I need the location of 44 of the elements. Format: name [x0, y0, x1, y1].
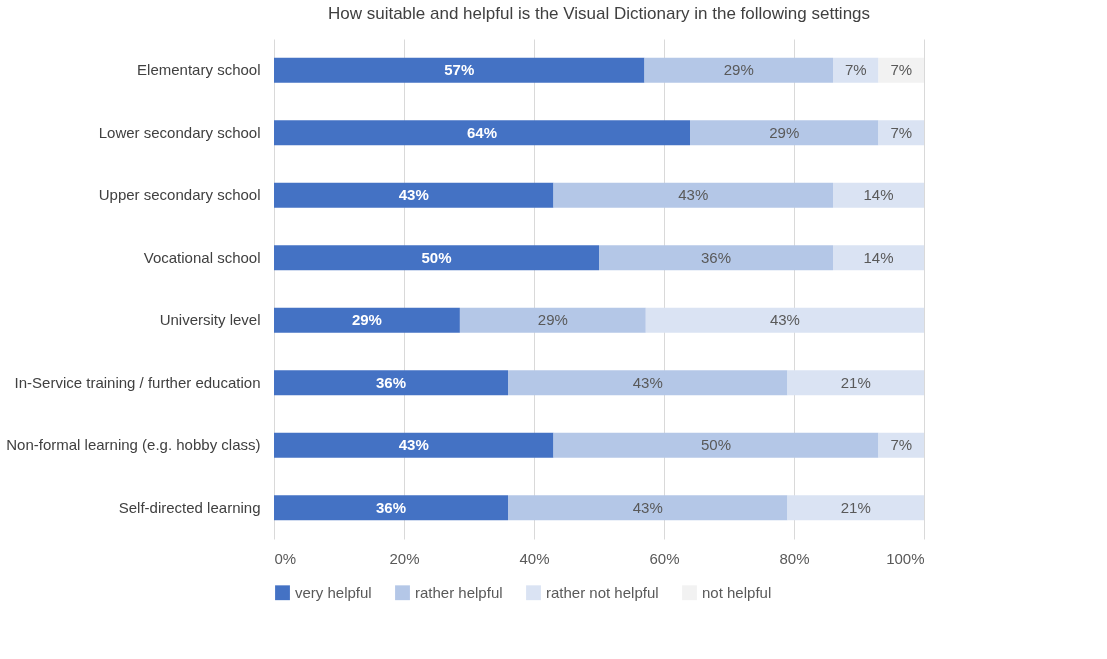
data-label: 14% — [863, 186, 894, 204]
x-tick-label: 100% — [886, 549, 925, 567]
legend-label: rather not helpful — [546, 583, 659, 601]
data-label: 36% — [700, 248, 732, 266]
y-tick-label: In-Service training / further education — [14, 373, 261, 391]
x-tick-label: 40% — [519, 549, 550, 567]
chart-title: How suitable and helpful is the Visual Dictionary in the following settings — [327, 4, 871, 23]
y-tick-label: Vocational school — [143, 248, 261, 266]
data-label: 7% — [890, 61, 913, 79]
data-label: 43% — [398, 436, 429, 454]
data-label: 50% — [421, 248, 452, 266]
data-label: 36% — [375, 373, 407, 391]
x-tick-label: 0% — [274, 549, 297, 567]
y-tick-label: Elementary school — [137, 61, 261, 79]
data-label: 57% — [444, 61, 475, 79]
y-tick-label: Self-directed learning — [118, 498, 261, 516]
data-label: 29% — [723, 61, 754, 79]
data-label: 7% — [890, 123, 913, 141]
data-label: 36% — [375, 498, 407, 516]
legend-label: not helpful — [702, 583, 772, 601]
data-label: 7% — [890, 436, 913, 454]
data-label: 21% — [840, 498, 871, 516]
data-label: 64% — [466, 123, 498, 141]
data-label: 7% — [844, 61, 867, 79]
data-label: 43% — [632, 498, 663, 516]
y-tick-label: University level — [159, 311, 261, 329]
x-tick-label: 20% — [389, 549, 420, 567]
data-label: 29% — [769, 123, 800, 141]
y-tick-label: Non-formal learning (e.g. hobby class) — [6, 436, 261, 454]
legend-label: very helpful — [295, 583, 372, 601]
data-label: 29% — [537, 311, 568, 329]
y-tick-label: Upper secondary school — [98, 186, 261, 204]
x-tick-label: 80% — [779, 549, 810, 567]
x-tick-label: 60% — [649, 549, 680, 567]
data-label: 43% — [769, 311, 800, 329]
data-label: 29% — [351, 311, 382, 329]
data-label: 50% — [700, 436, 732, 454]
data-label: 43% — [678, 186, 709, 204]
data-label: 43% — [398, 186, 429, 204]
legend-label: rather helpful — [415, 583, 503, 601]
y-tick-label: Lower secondary school — [98, 123, 261, 141]
data-label: 43% — [632, 373, 663, 391]
data-label: 14% — [863, 248, 894, 266]
data-label: 21% — [840, 373, 871, 391]
